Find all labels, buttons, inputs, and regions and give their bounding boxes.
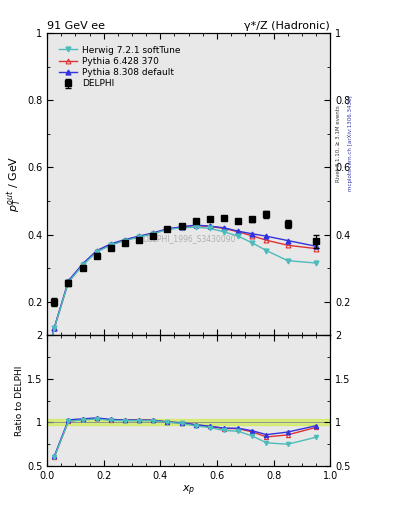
Pythia 6.428 370 (52, 325, 57, 331)
Pythia 8.308 default (193, 222, 198, 228)
Pythia 6.428 370 (193, 222, 198, 228)
Pythia 8.308 default (208, 223, 212, 229)
Herwig 7.2.1 softTune (80, 262, 85, 268)
Text: DELPHI_1996_S3430090: DELPHI_1996_S3430090 (142, 234, 235, 243)
Pythia 8.308 default (264, 233, 269, 239)
Text: Rivet 3.1.10, ≥ 3.1M events: Rivet 3.1.10, ≥ 3.1M events (336, 105, 341, 182)
Y-axis label: $p_{T}^{out}$ / GeV: $p_{T}^{out}$ / GeV (6, 156, 24, 212)
Pythia 8.308 default (94, 247, 99, 253)
Pythia 8.308 default (165, 226, 170, 232)
Pythia 8.308 default (66, 278, 71, 284)
Herwig 7.2.1 softTune (66, 279, 71, 285)
Pythia 8.308 default (46, 348, 51, 354)
Bar (47, 419, 330, 424)
Pythia 8.308 default (236, 228, 241, 234)
Pythia 8.308 default (123, 237, 127, 243)
Pythia 8.308 default (285, 238, 290, 244)
Herwig 7.2.1 softTune (108, 242, 113, 248)
Herwig 7.2.1 softTune (52, 325, 57, 331)
Pythia 8.308 default (179, 224, 184, 230)
Herwig 7.2.1 softTune (285, 258, 290, 264)
Herwig 7.2.1 softTune (208, 225, 212, 231)
Herwig 7.2.1 softTune (250, 240, 255, 246)
Pythia 6.428 370 (179, 224, 184, 230)
Pythia 6.428 370 (66, 279, 71, 285)
Pythia 6.428 370 (236, 229, 241, 235)
Herwig 7.2.1 softTune (264, 247, 269, 253)
Line: Pythia 8.308 default: Pythia 8.308 default (46, 223, 318, 354)
Herwig 7.2.1 softTune (193, 224, 198, 230)
X-axis label: $x_p$: $x_p$ (182, 483, 195, 498)
Legend: Herwig 7.2.1 softTune, Pythia 6.428 370, Pythia 8.308 default, DELPHI: Herwig 7.2.1 softTune, Pythia 6.428 370,… (57, 44, 182, 90)
Herwig 7.2.1 softTune (46, 349, 51, 355)
Pythia 8.308 default (151, 230, 156, 236)
Herwig 7.2.1 softTune (151, 231, 156, 237)
Herwig 7.2.1 softTune (123, 238, 127, 244)
Pythia 6.428 370 (165, 226, 170, 232)
Pythia 8.308 default (250, 231, 255, 237)
Pythia 6.428 370 (208, 223, 212, 229)
Pythia 8.308 default (314, 243, 318, 249)
Pythia 6.428 370 (222, 225, 226, 231)
Pythia 8.308 default (108, 241, 113, 247)
Herwig 7.2.1 softTune (94, 249, 99, 255)
Text: γ*/Z (Hadronic): γ*/Z (Hadronic) (244, 21, 330, 31)
Pythia 6.428 370 (314, 246, 318, 252)
Y-axis label: Ratio to DELPHI: Ratio to DELPHI (15, 366, 24, 436)
Pythia 6.428 370 (123, 237, 127, 243)
Pythia 6.428 370 (250, 233, 255, 239)
Pythia 6.428 370 (80, 262, 85, 268)
Pythia 8.308 default (80, 261, 85, 267)
Herwig 7.2.1 softTune (165, 226, 170, 232)
Herwig 7.2.1 softTune (222, 229, 226, 235)
Pythia 6.428 370 (151, 230, 156, 236)
Line: Pythia 6.428 370: Pythia 6.428 370 (46, 223, 318, 354)
Pythia 8.308 default (52, 325, 57, 331)
Herwig 7.2.1 softTune (179, 225, 184, 231)
Pythia 6.428 370 (108, 242, 113, 248)
Pythia 6.428 370 (94, 248, 99, 254)
Text: mcplots.cern.ch [arXiv:1306.3436]: mcplots.cern.ch [arXiv:1306.3436] (348, 96, 353, 191)
Herwig 7.2.1 softTune (236, 233, 241, 239)
Pythia 6.428 370 (264, 237, 269, 243)
Text: 91 GeV ee: 91 GeV ee (47, 21, 105, 31)
Herwig 7.2.1 softTune (137, 234, 141, 240)
Pythia 8.308 default (222, 225, 226, 231)
Pythia 6.428 370 (137, 233, 141, 240)
Pythia 8.308 default (137, 233, 141, 239)
Pythia 6.428 370 (46, 349, 51, 355)
Line: Herwig 7.2.1 softTune: Herwig 7.2.1 softTune (46, 225, 318, 354)
Herwig 7.2.1 softTune (314, 260, 318, 266)
Pythia 6.428 370 (285, 242, 290, 248)
